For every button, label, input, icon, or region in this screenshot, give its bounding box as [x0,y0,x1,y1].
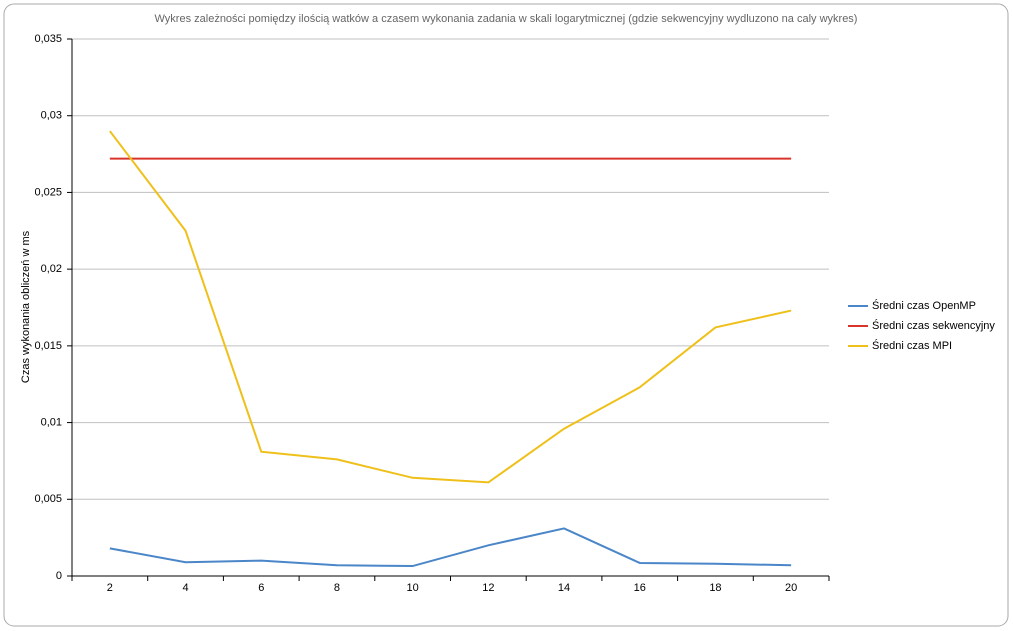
x-tick-label: 2 [107,582,113,594]
y-tick-label: 0,025 [34,186,62,198]
legend-label: Średni czas MPI [872,339,952,352]
y-tick-label: 0 [56,570,62,582]
chart-title: Wykres zależności pomiędzy ilością watkó… [155,13,858,25]
x-tick-label: 6 [258,582,264,594]
y-tick-label: 0,03 [41,110,62,122]
x-tick-label: 10 [407,582,419,594]
y-axis-label: Czas wykonania obliczeń w ms [20,230,32,383]
series-line [109,130,792,484]
legend-label: Średni czas OpenMP [872,299,976,312]
x-tick-label: 20 [785,582,797,594]
x-tick-label: 16 [634,582,646,594]
series-line [109,527,792,568]
legend-label: Średni czas sekwencyjny [872,319,995,332]
x-tick-label: 18 [709,582,721,594]
y-tick-label: 0,035 [34,33,62,45]
x-tick-label: 4 [182,582,188,594]
x-tick-label: 8 [334,582,340,594]
y-tick-label: 0,02 [41,263,62,275]
y-tick-label: 0,01 [41,416,62,428]
x-tick-label: 14 [558,582,570,594]
x-tick-label: 12 [482,582,494,594]
y-tick-label: 0,005 [34,493,62,505]
chart-border [3,3,1009,627]
y-tick-label: 0,015 [34,340,62,352]
